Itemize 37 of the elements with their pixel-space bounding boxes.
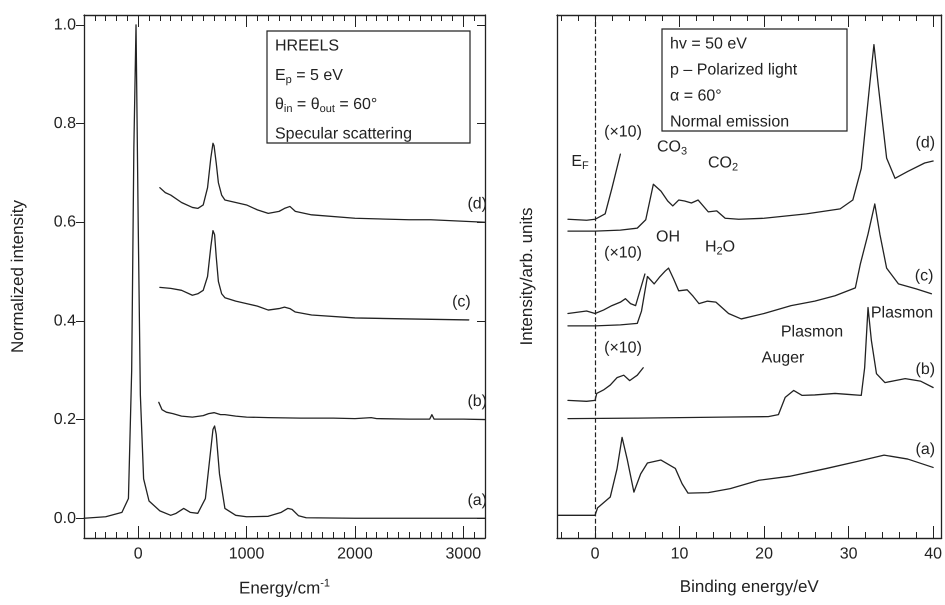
annotation: Auger [762,350,806,366]
y-tick-label: 0.0 [54,510,76,527]
y-tick-label: 0.8 [54,115,76,132]
annotation: Plasmon [780,324,844,340]
x-tick-label: 10 [670,546,689,562]
y-tick-label: 0.2 [54,411,76,428]
series-label: (c) [452,293,471,310]
x-tick-label: 40 [924,546,942,562]
y-tick-label: 1.0 [54,16,76,34]
x-axis-title: Binding energy/eV [680,577,820,596]
x-tick-label: 0 [590,546,600,562]
series-label: (a) [916,440,936,458]
annotation: p – Polarized light [670,62,798,78]
x-tick-label: 1000 [228,546,264,562]
annotation: Plasmon [870,304,934,322]
x-tick-label: 0 [134,546,143,562]
series-label: (d) [916,134,936,152]
y-tick-label: 0.4 [54,312,76,330]
annotation: hv = 50 eV [670,36,748,52]
x-tick-label: 3000 [446,546,482,562]
annotation: α = 60° [670,88,722,104]
annotation: (×10) [604,124,642,140]
x-tick-label: 2000 [337,546,373,562]
y-axis-title: Intensity/arb. units [517,208,536,346]
y-axis-title: Normalized intensity [8,199,27,354]
line-series [159,230,470,321]
annotation: Specular scattering [275,126,412,142]
y-tick-label: 0.6 [54,214,76,231]
series-label: (c) [914,267,934,284]
annotation: HREELS [275,38,340,54]
annotation: (×10) [604,340,642,356]
annotation: (×10) [604,244,642,262]
annotation: Normal emission [670,114,790,130]
x-tick-label: 30 [840,546,858,562]
series-label: (b) [916,361,936,378]
x-tick-label: 20 [755,546,774,562]
annotation: OH [656,228,680,246]
